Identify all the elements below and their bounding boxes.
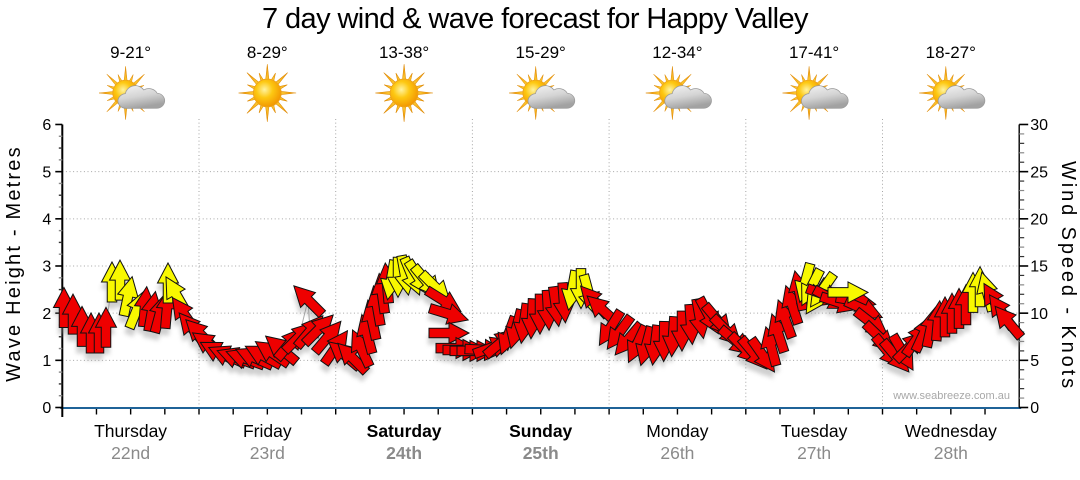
svg-text:6: 6 [42, 117, 51, 134]
svg-text:1: 1 [42, 353, 51, 370]
svg-text:0: 0 [42, 400, 51, 417]
svg-text:9-21°: 9-21° [110, 43, 151, 62]
svg-text:Friday: Friday [243, 421, 292, 441]
svg-text:5: 5 [1030, 353, 1039, 370]
svg-text:15: 15 [1030, 259, 1048, 276]
svg-text:4: 4 [42, 212, 51, 229]
svg-text:25: 25 [1030, 164, 1048, 181]
svg-text:2: 2 [42, 306, 51, 323]
svg-text:8-29°: 8-29° [247, 43, 288, 62]
svg-text:Monday: Monday [646, 421, 709, 441]
svg-text:12-34°: 12-34° [652, 43, 702, 62]
svg-text:18-27°: 18-27° [926, 43, 976, 62]
svg-text:0: 0 [1030, 400, 1039, 417]
svg-text:24th: 24th [386, 443, 422, 463]
svg-text:Sunday: Sunday [509, 421, 572, 441]
svg-text:7 day wind & wave forecast for: 7 day wind & wave forecast for Happy Val… [262, 3, 809, 35]
svg-text:Tuesday: Tuesday [781, 421, 848, 441]
svg-text:30: 30 [1030, 117, 1048, 134]
svg-text:25th: 25th [523, 443, 559, 463]
svg-text:26th: 26th [660, 443, 694, 463]
svg-text:23rd: 23rd [250, 443, 285, 463]
svg-text:15-29°: 15-29° [516, 43, 566, 62]
svg-text:Wednesday: Wednesday [905, 421, 997, 441]
svg-text:13-38°: 13-38° [379, 43, 429, 62]
svg-text:5: 5 [42, 164, 51, 181]
svg-text:Saturday: Saturday [367, 421, 442, 441]
svg-text:20: 20 [1030, 212, 1048, 229]
svg-text:22nd: 22nd [111, 443, 150, 463]
svg-text:Wind Speed - Knots: Wind Speed - Knots [1057, 161, 1079, 391]
svg-text:17-41°: 17-41° [789, 43, 839, 62]
svg-text:28th: 28th [934, 443, 968, 463]
svg-text:10: 10 [1030, 306, 1048, 323]
svg-text:www.seabreeze.com.au: www.seabreeze.com.au [892, 390, 1010, 402]
svg-text:3: 3 [42, 259, 51, 276]
svg-text:27th: 27th [797, 443, 831, 463]
svg-text:Thursday: Thursday [94, 421, 167, 441]
svg-text:Wave Height - Metres: Wave Height - Metres [3, 145, 25, 382]
